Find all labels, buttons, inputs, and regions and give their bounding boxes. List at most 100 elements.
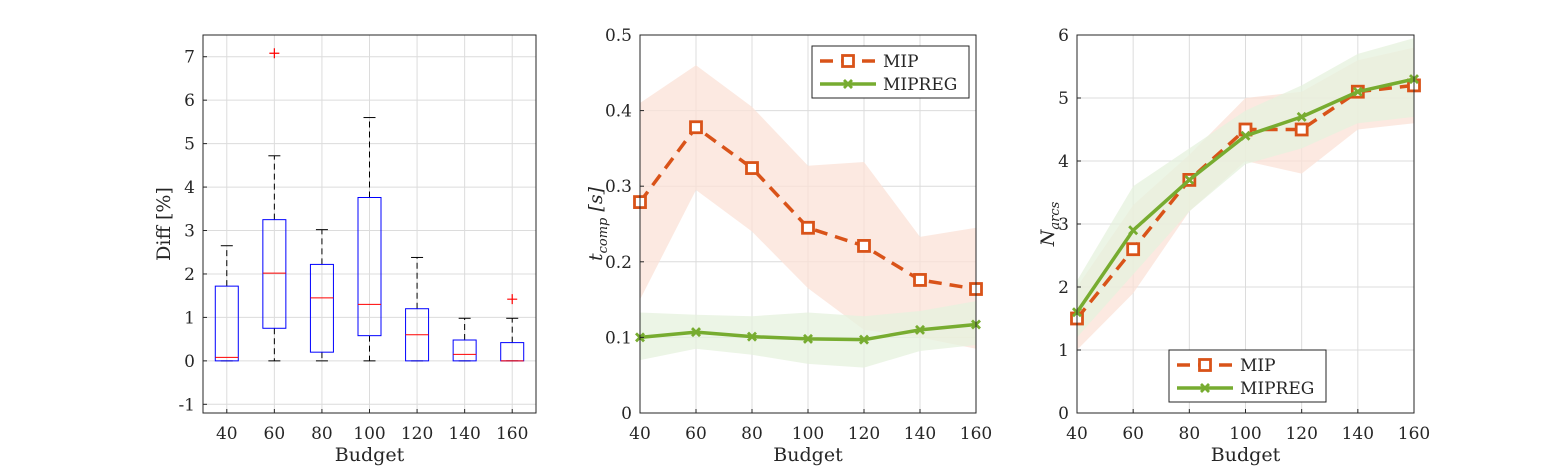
time-ytick-label: 0	[621, 404, 632, 424]
arcs-xtick-label: 40	[1066, 424, 1088, 444]
arcs-legend-mip-label: MIP	[1240, 356, 1276, 376]
time-xtick-label: 40	[629, 424, 651, 444]
box-160-outlier	[507, 294, 518, 305]
time-xtick-label: 60	[685, 424, 707, 444]
arcs-ytick-label: 1	[1058, 341, 1069, 361]
time-mipreg-band	[640, 301, 976, 368]
arcs-legend-mip-marker	[1198, 358, 1212, 372]
time-bands	[640, 65, 976, 368]
boxplot-boxes	[214, 48, 525, 362]
arcs-mipreg-marker	[1296, 111, 1307, 122]
time-xtick-label: 80	[741, 424, 763, 444]
time-ytick-label: 0.4	[605, 102, 632, 122]
arcs-mipreg-band	[1077, 38, 1414, 338]
arcs-mipreg-marker	[1240, 130, 1251, 141]
arcs-panel: 0 1 2 3 4 5 6 40 60 80 100 120 140 160 MIP MIPREG Budg…	[1037, 26, 1430, 466]
box-80-iqr	[309, 263, 334, 353]
arcs-xtick-label: 80	[1179, 424, 1201, 444]
time-legend-mip-label: MIP	[883, 52, 919, 72]
boxplot-ylabel: Diff [%]	[153, 187, 175, 261]
box-100-iqr	[357, 196, 382, 337]
time-legend-mipreg-marker	[843, 79, 853, 89]
boxplot-ytick-label: 3	[184, 222, 195, 242]
time-legend-mip-marker	[841, 54, 855, 68]
arcs-lines	[1070, 74, 1421, 326]
time-xtick-label: 140	[904, 424, 936, 444]
arcs-bands	[1077, 38, 1414, 350]
boxplot-xlabel: Budget	[335, 444, 405, 466]
arcs-xtick-label: 120	[1285, 424, 1317, 444]
time-mip-marker	[801, 220, 815, 235]
boxplot-xtick-label: 40	[216, 424, 238, 444]
arcs-xtick-label: 60	[1122, 424, 1144, 444]
time-ytick-label: 0.5	[605, 26, 632, 46]
boxplot-ytick-label: 0	[184, 352, 195, 372]
time-mip-marker	[857, 239, 871, 253]
time-ytick-label: 0.3	[605, 177, 632, 197]
arcs-xtick-label: 100	[1229, 424, 1261, 444]
arcs-mipreg-marker	[1352, 86, 1363, 97]
boxplot-xtick-label: 60	[264, 424, 286, 444]
arcs-legend-mipreg-label: MIPREG	[1240, 379, 1314, 399]
time-ticks: 0 0.1 0.2 0.3 0.4 0.5 40 60 80 100 120 140 160	[605, 26, 992, 444]
arcs-mip-marker	[1294, 122, 1309, 137]
boxplot-xtick-label: 100	[353, 424, 385, 444]
boxplot-ytick-label: 4	[184, 178, 195, 198]
time-mip-marker	[689, 120, 703, 135]
time-mipreg-marker	[747, 331, 757, 342]
time-xtick-label: 120	[848, 424, 880, 444]
boxplot-ytick-label: 2	[184, 265, 195, 285]
arcs-ytick-label: 5	[1058, 89, 1069, 109]
arcs-mipreg-marker	[1128, 225, 1139, 236]
boxplot-ticks: -1 0 1 2 3 4 5 6 7 40 60 80 100 120 140 160	[178, 48, 528, 444]
boxplot-ytick-label: 6	[184, 91, 195, 111]
boxplot-xtick-label: 120	[401, 424, 433, 444]
arcs-ytick-label: 3	[1058, 215, 1069, 235]
boxplot-ytick-label: 1	[184, 308, 195, 328]
time-legend-box	[811, 45, 970, 99]
box-60-outlier	[269, 48, 280, 59]
time-mip-marker	[913, 273, 927, 287]
time-xlabel: Budget	[773, 444, 843, 466]
arcs-xlabel: Budget	[1211, 444, 1281, 466]
box-40-iqr	[214, 285, 239, 362]
arcs-xtick-label: 160	[1398, 424, 1430, 444]
arcs-ytick-label: 0	[1058, 404, 1069, 424]
time-ytick-label: 0.2	[605, 253, 632, 273]
time-xtick-label: 160	[960, 424, 992, 444]
arcs-ytick-label: 4	[1058, 152, 1069, 172]
time-ylabel: tcomp [s]	[585, 186, 611, 261]
box-140-iqr	[452, 339, 477, 362]
boxplot-ytick-label: -1	[178, 395, 195, 415]
arcs-ytick-label: 2	[1058, 278, 1069, 298]
time-ytick-label: 0.1	[605, 328, 632, 348]
time-legend: MIP MIPREG	[811, 45, 970, 99]
arcs-ylabel: Narcs	[1037, 201, 1063, 247]
arcs-xtick-label: 140	[1342, 424, 1374, 444]
time-panel: 00.10.20.30.40.540 60 80 100 120 140 160 MIPMI…	[585, 26, 992, 466]
time-lines	[633, 120, 983, 345]
boxplot-ytick-label: 7	[184, 48, 195, 68]
arcs-mip-marker	[1126, 242, 1141, 257]
boxplot-xtick-label: 80	[311, 424, 333, 444]
arcs-legend: MIP MIPREG	[1168, 349, 1327, 403]
time-mipreg-marker	[803, 333, 813, 344]
boxplot-ytick-label: 5	[184, 135, 195, 155]
time-mip-marker	[745, 161, 759, 175]
boxplot-xtick-label: 160	[496, 424, 528, 444]
time-mipreg-marker	[859, 334, 869, 345]
boxplot-panel: -1 0 1 2 3 4 5 6 7 40 60 80 100 120 140 160 Budget Diff…	[153, 34, 537, 466]
arcs-mipreg-marker	[1184, 174, 1195, 185]
time-xtick-label: 100	[792, 424, 824, 444]
box-60-iqr	[262, 219, 287, 329]
arcs-legend-mipreg-marker	[1200, 383, 1210, 393]
arcs-ytick-label: 6	[1058, 26, 1069, 46]
boxplot-xtick-label: 140	[448, 424, 480, 444]
arcs-ticks: 0 1 2 3 4 5 6 40 60 80 100 120 140 160	[1058, 26, 1430, 444]
time-mip-band	[640, 65, 976, 349]
time-mipreg-marker	[915, 324, 925, 335]
time-mipreg-marker	[691, 327, 701, 338]
arcs-legend-box	[1168, 349, 1327, 403]
time-legend-mipreg-label: MIPREG	[883, 75, 957, 95]
